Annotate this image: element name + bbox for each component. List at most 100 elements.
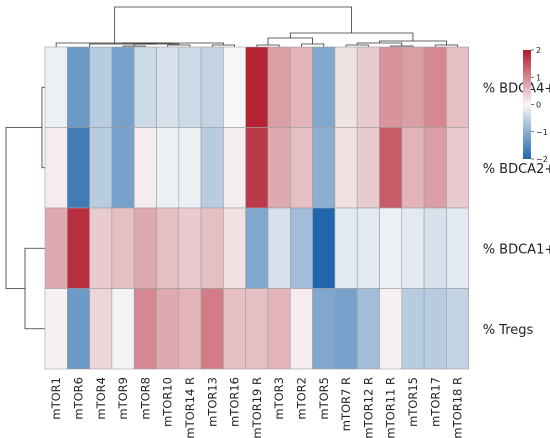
heatmap-cell xyxy=(44,207,68,289)
colorbar-tick-label: 1 xyxy=(536,73,541,82)
column-label: mTOR10 xyxy=(161,377,175,427)
column-label: mTOR19 R xyxy=(250,377,264,438)
heatmap-cells xyxy=(44,46,469,370)
dendrogram-branch xyxy=(289,32,414,41)
heatmap-cell xyxy=(267,46,291,128)
dendrogram-branch xyxy=(5,127,42,289)
heatmap-cell xyxy=(89,127,113,209)
column-labels: mTOR1 mTOR6 mTOR4 mTOR9 mTOR8 mTOR10 mTOR14 R m… xyxy=(49,377,464,438)
heatmap-cell xyxy=(178,127,202,209)
heatmap-cell xyxy=(156,127,180,209)
heatmap-cell xyxy=(379,207,403,289)
column-label: mTOR9 xyxy=(116,377,130,420)
heatmap-cell xyxy=(133,127,157,209)
heatmap-cell xyxy=(67,46,90,128)
column-label: mTOR6 xyxy=(71,377,85,420)
heatmap-cell xyxy=(289,127,313,209)
heatmap-cell xyxy=(133,288,157,370)
heatmap-cell xyxy=(289,288,313,370)
heatmap-cell xyxy=(401,127,425,209)
heatmap-cell xyxy=(446,127,469,209)
heatmap-cell xyxy=(44,127,68,209)
heatmap-cell xyxy=(67,288,90,370)
heatmap-cell xyxy=(245,288,269,370)
heatmap-cell xyxy=(356,46,380,128)
heatmap-cell xyxy=(67,207,90,289)
column-label: mTOR18 R xyxy=(451,377,465,438)
column-label: mTOR11 R xyxy=(384,377,398,438)
heatmap-cell xyxy=(223,288,246,370)
column-label: mTOR14 R xyxy=(183,377,197,438)
row-label: % BDCA1+ xyxy=(483,242,550,257)
row-dendrogram xyxy=(5,86,45,330)
heatmap-cell xyxy=(446,207,469,289)
heatmap-cell xyxy=(312,46,336,128)
heatmap-cell xyxy=(267,288,291,370)
heatmap-cell xyxy=(44,288,68,370)
column-label: mTOR8 xyxy=(138,377,152,420)
heatmap-cell xyxy=(334,207,358,289)
heatmap-cell xyxy=(401,288,425,370)
heatmap-cell xyxy=(423,288,447,370)
column-label: mTOR4 xyxy=(94,377,108,420)
heatmap-cell xyxy=(334,46,358,128)
heatmap-cell xyxy=(111,46,135,128)
heatmap-cell xyxy=(223,127,246,209)
column-dendrogram xyxy=(55,6,458,52)
heatmap-cell xyxy=(356,288,380,370)
column-label: mTOR13 xyxy=(205,377,219,427)
heatmap-cell xyxy=(401,46,425,128)
heatmap-cell xyxy=(44,46,68,128)
heatmap-cell xyxy=(223,46,246,128)
heatmap-cell xyxy=(379,127,403,209)
heatmap-cell xyxy=(156,207,180,289)
colorbar-gradient xyxy=(523,50,531,159)
heatmap-cell xyxy=(289,46,313,128)
heatmap-cell xyxy=(200,127,224,209)
column-label: mTOR16 xyxy=(228,377,242,427)
heatmap-cell xyxy=(423,127,447,209)
heatmap-cell xyxy=(178,288,202,370)
heatmap-cell xyxy=(312,288,336,370)
heatmap-cell xyxy=(446,46,469,128)
heatmap-cell xyxy=(312,127,336,209)
heatmap-cell xyxy=(289,207,313,289)
column-label: mTOR3 xyxy=(272,377,286,420)
column-label: mTOR15 xyxy=(406,377,420,427)
heatmap-cell xyxy=(111,127,135,209)
heatmap-cell xyxy=(89,46,113,128)
heatmap-cell xyxy=(156,288,180,370)
row-label: % Tregs xyxy=(483,323,534,338)
dendrogram-branch xyxy=(356,42,403,46)
colorbar-tick-label: −1 xyxy=(536,128,548,137)
heatmap-cell xyxy=(245,207,269,289)
row-labels: % BDCA4+ % BDCA2+ % BDCA1+ % Tregs xyxy=(483,81,550,338)
heatmap-cell xyxy=(446,288,469,370)
column-label: mTOR12 R xyxy=(361,377,375,438)
heatmap-cell xyxy=(379,288,403,370)
dendrogram-branch xyxy=(41,86,45,169)
heatmap-cell xyxy=(200,207,224,289)
dendrogram-branch xyxy=(24,247,45,330)
heatmap-cell xyxy=(245,46,269,128)
heatmap-cell xyxy=(223,207,246,289)
colorbar-tick-label: 2 xyxy=(536,46,541,55)
heatmap-cell xyxy=(245,127,269,209)
heatmap-cell xyxy=(267,127,291,209)
row-label: % BDCA2+ xyxy=(483,162,550,177)
row-label: % BDCA4+ xyxy=(483,81,550,96)
heatmap-cell xyxy=(133,46,157,128)
heatmap-cell xyxy=(111,288,135,370)
heatmap-cell xyxy=(111,207,135,289)
heatmap-cell xyxy=(356,207,380,289)
column-label: mTOR1 xyxy=(49,377,63,420)
heatmap-cell xyxy=(200,46,224,128)
heatmap-cell xyxy=(401,207,425,289)
heatmap-cell xyxy=(267,207,291,289)
heatmap-cell xyxy=(423,207,447,289)
dendrogram-branch xyxy=(55,42,174,47)
column-label: mTOR2 xyxy=(294,377,308,420)
colorbar-tick-label: 0 xyxy=(536,101,541,110)
heatmap-cell xyxy=(133,207,157,289)
